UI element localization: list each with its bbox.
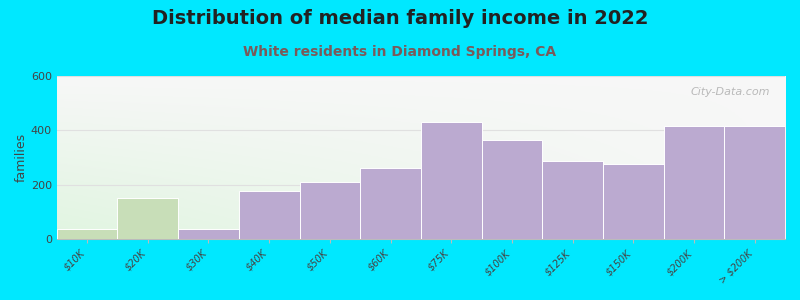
Bar	[239, 191, 299, 239]
Bar	[421, 122, 482, 239]
Text: Distribution of median family income in 2022: Distribution of median family income in …	[152, 9, 648, 28]
Text: White residents in Diamond Springs, CA: White residents in Diamond Springs, CA	[243, 45, 557, 59]
Y-axis label: families: families	[15, 133, 28, 182]
Bar	[178, 229, 239, 239]
Bar	[482, 140, 542, 239]
Bar	[603, 164, 664, 239]
Bar	[542, 161, 603, 239]
Text: City-Data.com: City-Data.com	[691, 87, 770, 98]
Bar	[57, 229, 118, 239]
Bar	[299, 182, 360, 239]
Bar	[724, 126, 785, 239]
Bar	[360, 168, 421, 239]
Bar	[118, 198, 178, 239]
Bar	[664, 126, 724, 239]
